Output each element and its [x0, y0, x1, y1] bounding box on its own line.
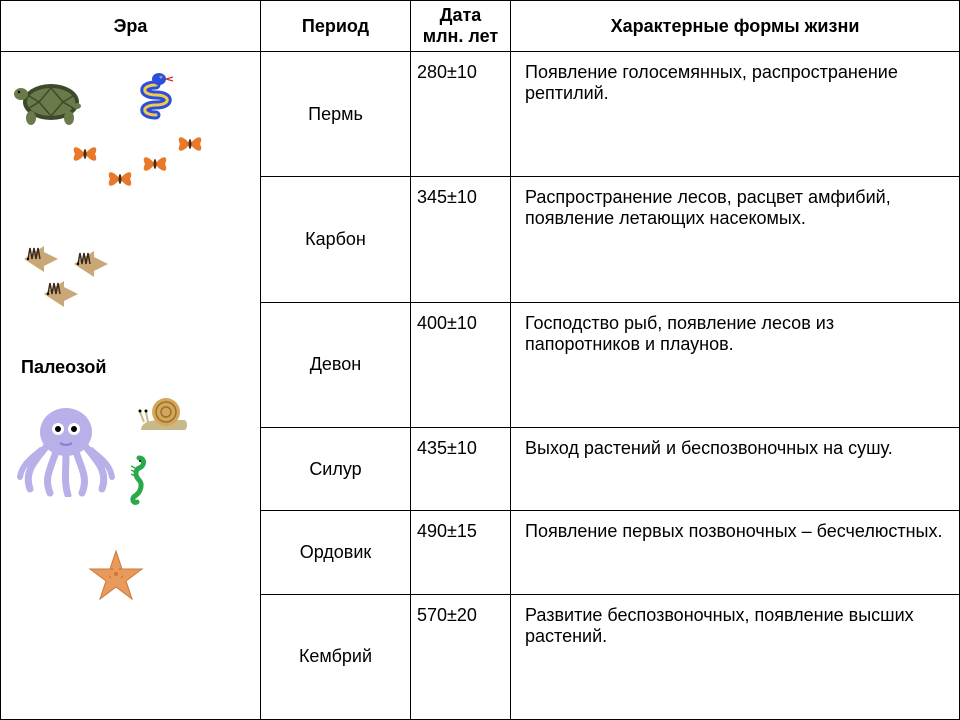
- butterfly-icon: [106, 167, 134, 191]
- snail-icon: [136, 392, 191, 437]
- period-cell: Кембрий: [261, 594, 411, 719]
- seahorse-icon: [121, 452, 151, 507]
- butterfly-icon: [71, 142, 99, 166]
- date-cell: 345±10: [411, 177, 511, 302]
- snake-icon: [131, 67, 181, 122]
- header-row: Эра Период Дата млн. лет Характерные фор…: [1, 1, 960, 52]
- desc-cell: Распространение лесов, расцвет амфибий, …: [511, 177, 960, 302]
- period-cell: Ордовик: [261, 511, 411, 595]
- fish-icon: [16, 242, 61, 277]
- desc-cell: Выход растений и беспозвоночных на сушу.: [511, 427, 960, 511]
- header-date: Дата млн. лет: [411, 1, 511, 52]
- geologic-periods-table: Эра Период Дата млн. лет Характерные фор…: [0, 0, 960, 720]
- date-cell: 400±10: [411, 302, 511, 427]
- header-desc: Характерные формы жизни: [511, 1, 960, 52]
- desc-cell: Появление голосемянных, распространение …: [511, 52, 960, 177]
- era-cell: Палеозой: [1, 52, 261, 720]
- date-cell: 280±10: [411, 52, 511, 177]
- turtle-icon: [9, 72, 89, 127]
- header-period: Период: [261, 1, 411, 52]
- date-cell: 435±10: [411, 427, 511, 511]
- period-cell: Карбон: [261, 177, 411, 302]
- period-cell: Пермь: [261, 52, 411, 177]
- fish-icon: [36, 277, 81, 312]
- era-label: Палеозой: [21, 357, 106, 378]
- butterfly-icon: [176, 132, 204, 156]
- octopus-icon: [16, 397, 116, 497]
- date-cell: 570±20: [411, 594, 511, 719]
- desc-cell: Появление первых позвоночных – бесчелюст…: [511, 511, 960, 595]
- butterfly-icon: [141, 152, 169, 176]
- desc-cell: Развитие беспозвоночных, появление высши…: [511, 594, 960, 719]
- desc-cell: Господство рыб, появление лесов из папор…: [511, 302, 960, 427]
- date-cell: 490±15: [411, 511, 511, 595]
- starfish-icon: [86, 547, 146, 602]
- period-cell: Силур: [261, 427, 411, 511]
- table-row: Палеозой: [1, 52, 960, 177]
- period-cell: Девон: [261, 302, 411, 427]
- header-era: Эра: [1, 1, 261, 52]
